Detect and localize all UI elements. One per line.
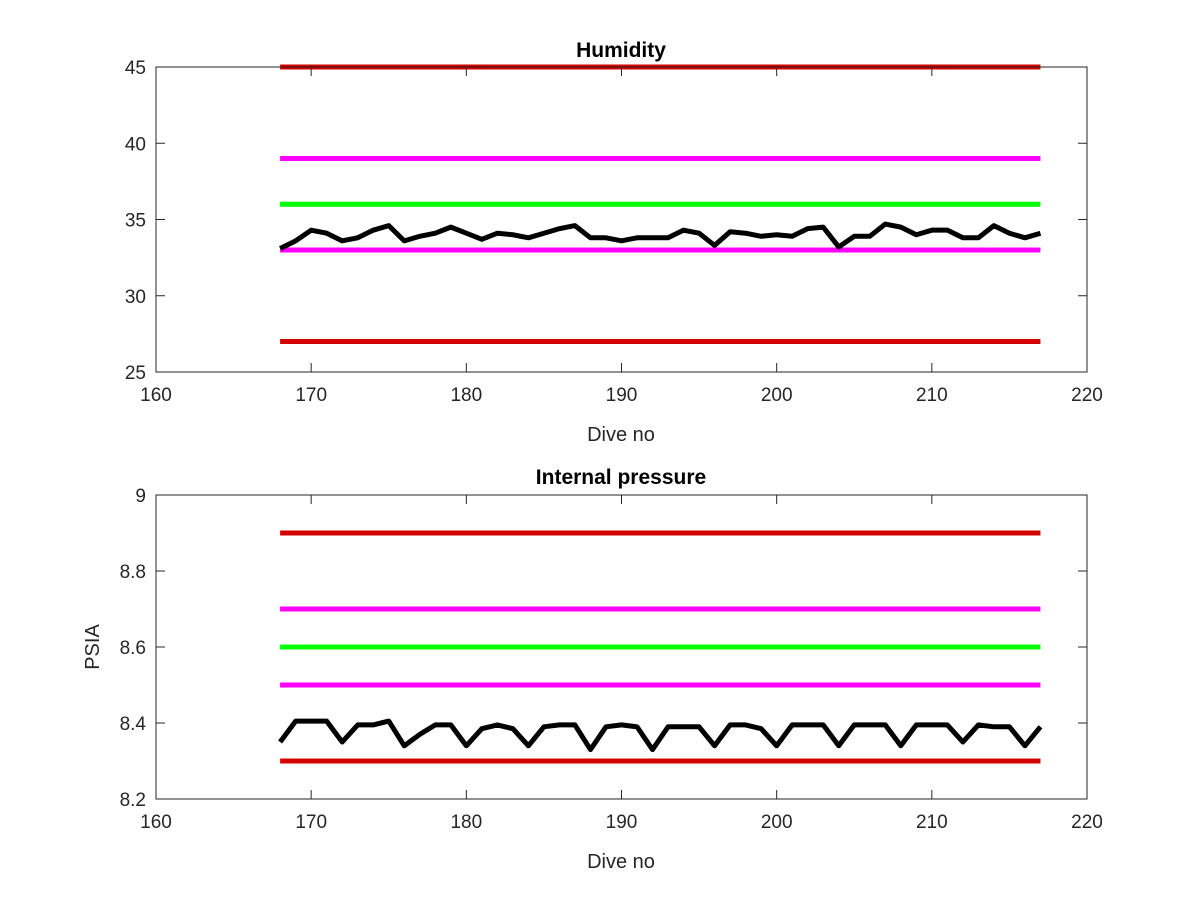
humidity-x-tick-label: 170 [295, 385, 327, 406]
pressure-x-axis-label: Dive no [587, 851, 655, 873]
humidity-ticks: 160 170 180 190 200 210 220 25 30 35 40 45 [125, 58, 1103, 406]
humidity-chart-title: Humidity [576, 39, 666, 62]
pressure-x-tick-label: 210 [916, 812, 948, 833]
pressure-ticks: 160 170 180 190 200 210 220 8.2 8.4 8.6 8.8 9 [120, 486, 1103, 833]
pressure-plot-area [278, 530, 1043, 764]
pressure-x-tick-label: 220 [1071, 812, 1103, 833]
pressure-x-tick-label: 200 [761, 812, 793, 833]
humidity-x-tick-label: 190 [606, 385, 638, 406]
internal-pressure-chart: 160 170 180 190 200 210 220 8.2 8.4 8.6 8.8 9 Inter… [82, 466, 1103, 873]
humidity-x-tick-label: 220 [1071, 385, 1103, 406]
pressure-x-tick-label: 170 [295, 812, 327, 833]
pressure-x-tick-label: 160 [140, 812, 172, 833]
pressure-chart-title: Internal pressure [536, 466, 706, 489]
pressure-y-tick-label: 8.4 [120, 714, 147, 735]
humidity-x-tick-label: 160 [140, 385, 172, 406]
humidity-y-tick-label: 40 [125, 134, 146, 155]
humidity-x-tick-label: 210 [916, 385, 948, 406]
humidity-x-tick-label: 180 [450, 385, 482, 406]
pressure-series-line-6 [278, 718, 1043, 753]
humidity-x-axis-label: Dive no [587, 424, 655, 446]
humidity-y-tick-label: 45 [125, 58, 146, 79]
pressure-x-tick-label: 180 [450, 812, 482, 833]
humidity-y-tick-label: 35 [125, 211, 146, 232]
pressure-y-axis-label: PSIA [82, 624, 104, 670]
pressure-y-tick-label: 9 [135, 486, 146, 507]
humidity-y-tick-label: 30 [125, 287, 146, 308]
pressure-y-tick-label: 8.2 [120, 790, 146, 811]
humidity-series-line-6 [279, 221, 1042, 251]
humidity-chart: 160 170 180 190 200 210 220 25 30 35 40 45 Humidity… [125, 39, 1103, 446]
pressure-y-tick-label: 8.8 [120, 562, 146, 583]
humidity-y-tick-label: 25 [125, 363, 146, 384]
humidity-x-tick-label: 200 [761, 385, 793, 406]
pressure-x-tick-label: 190 [606, 812, 638, 833]
pressure-y-tick-label: 8.6 [120, 638, 146, 659]
